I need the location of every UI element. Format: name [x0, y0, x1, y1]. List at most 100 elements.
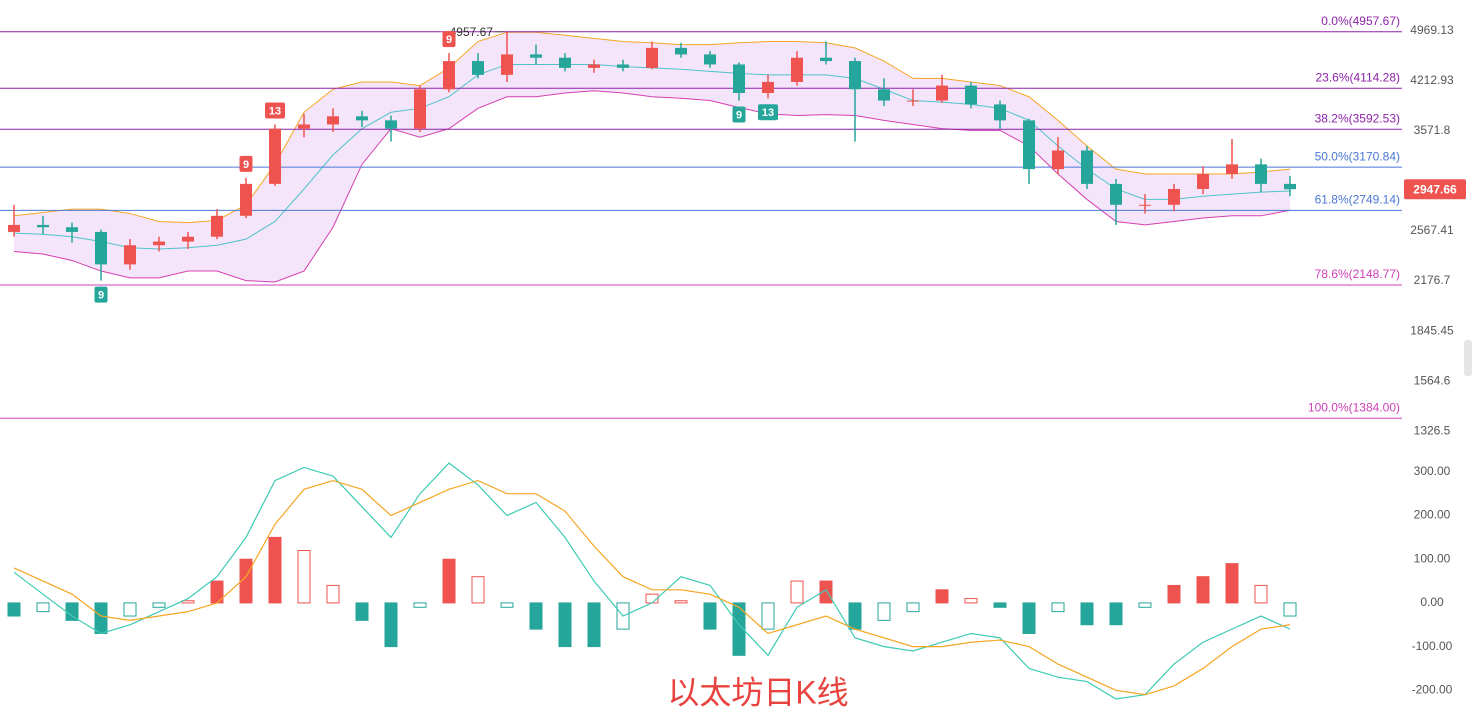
macd-bar — [326, 584, 340, 604]
macd-bar — [1138, 602, 1152, 608]
macd-bar — [848, 602, 862, 630]
candle-body — [501, 54, 513, 75]
candle-body — [240, 183, 252, 216]
candle-body — [907, 100, 919, 102]
td-count: 13 — [269, 105, 281, 117]
td-badge — [239, 155, 253, 172]
td-badge — [265, 102, 285, 119]
td-count: 9 — [98, 290, 104, 302]
macd-bar — [268, 536, 282, 604]
macd-dif — [13, 462, 1291, 700]
candle-body — [1110, 183, 1122, 205]
candle-body — [66, 227, 78, 232]
macd-bar — [152, 602, 166, 608]
candle-body — [849, 61, 861, 90]
fib-label: 38.2%(3592.53) — [1315, 111, 1400, 125]
candle-body — [211, 215, 223, 237]
macd-bar — [703, 602, 717, 630]
bollinger-lower — [13, 90, 1291, 283]
macd-bar — [1225, 563, 1239, 604]
macd-bar — [732, 602, 746, 656]
candle-body — [646, 47, 658, 68]
candle-body — [704, 54, 716, 65]
macd-bar — [761, 602, 775, 630]
candle-body — [385, 120, 397, 129]
macd-bar — [471, 576, 485, 604]
candle-body — [8, 224, 20, 232]
candle-body — [588, 64, 600, 68]
macd-tick-label: 100.00 — [1414, 551, 1451, 565]
candle-body — [1255, 164, 1267, 184]
macd-bar — [1196, 576, 1210, 604]
candle-body — [124, 245, 136, 265]
macd-tick-label: 300.00 — [1414, 464, 1451, 478]
candle-body — [675, 47, 687, 55]
y-tick-label: 1564.6 — [1414, 373, 1451, 387]
macd-bar — [906, 602, 920, 613]
macd-bar — [297, 549, 311, 604]
scroll-handle[interactable] — [1464, 340, 1472, 376]
fib-label: 61.8%(2749.14) — [1315, 193, 1400, 207]
macd-bar — [674, 600, 688, 604]
candle-body — [1081, 150, 1093, 184]
macd-dea — [13, 479, 1291, 696]
candle-body — [530, 54, 542, 58]
fib-label: 23.6%(4114.28) — [1315, 70, 1400, 84]
macd-bar — [1254, 584, 1268, 604]
y-tick-label: 1326.5 — [1414, 423, 1451, 437]
max-label: 4957.67 — [450, 25, 494, 39]
candle-body — [1226, 164, 1238, 174]
candle-body — [820, 57, 832, 62]
candle-body — [269, 128, 281, 184]
macd-bar — [877, 602, 891, 621]
td-count: 9 — [736, 109, 742, 121]
macd-bar — [819, 580, 833, 604]
y-tick-label: 4969.13 — [1410, 23, 1454, 37]
price-tag — [1404, 179, 1466, 200]
macd-bar — [790, 580, 804, 604]
macd-bar — [1283, 602, 1297, 617]
macd-bar — [529, 602, 543, 630]
candle-body — [936, 85, 948, 101]
macd-bar — [558, 602, 572, 648]
macd-bar — [964, 598, 978, 604]
macd-bar — [1080, 602, 1094, 626]
candle-body — [182, 236, 194, 242]
candle-body — [617, 64, 629, 68]
td-badge — [94, 286, 108, 303]
candle-body — [298, 124, 310, 129]
fib-label: 50.0%(3170.84) — [1315, 149, 1400, 163]
y-tick-label: 2567.41 — [1410, 223, 1454, 237]
fib-label: 100.0%(1384.00) — [1308, 400, 1400, 414]
macd-bar — [413, 602, 427, 608]
candle-body — [878, 89, 890, 101]
macd-bar — [36, 602, 50, 613]
candle-body — [1197, 173, 1209, 189]
macd-bar — [384, 602, 398, 648]
macd-bar — [500, 602, 514, 608]
candle-body — [559, 57, 571, 68]
watermark: 以太坊日K线 — [667, 674, 848, 710]
candle-body — [791, 57, 803, 82]
y-tick-label: 1845.45 — [1410, 323, 1454, 337]
macd-bar — [935, 589, 949, 604]
macd-tick-label: 0.00 — [1420, 595, 1444, 609]
candle-body — [443, 61, 455, 90]
y-tick-label: 2176.7 — [1414, 273, 1451, 287]
candle-body — [95, 231, 107, 265]
macd-bar — [94, 602, 108, 634]
bollinger-fill — [14, 32, 1290, 283]
candle-body — [1023, 120, 1035, 170]
td-count: 13 — [762, 107, 774, 119]
fib-label: 78.6%(2148.77) — [1315, 267, 1400, 281]
candle-body — [356, 116, 368, 121]
candle-body — [965, 85, 977, 105]
y-tick-label: 3571.8 — [1414, 123, 1451, 137]
candle-body — [153, 241, 165, 246]
td-count: 9 — [446, 34, 452, 46]
candle-body — [1168, 188, 1180, 205]
fib-label: 0.0%(4957.67) — [1321, 14, 1400, 28]
macd-bar — [1022, 602, 1036, 634]
macd-bar — [1051, 602, 1065, 613]
macd-bar — [1109, 602, 1123, 626]
